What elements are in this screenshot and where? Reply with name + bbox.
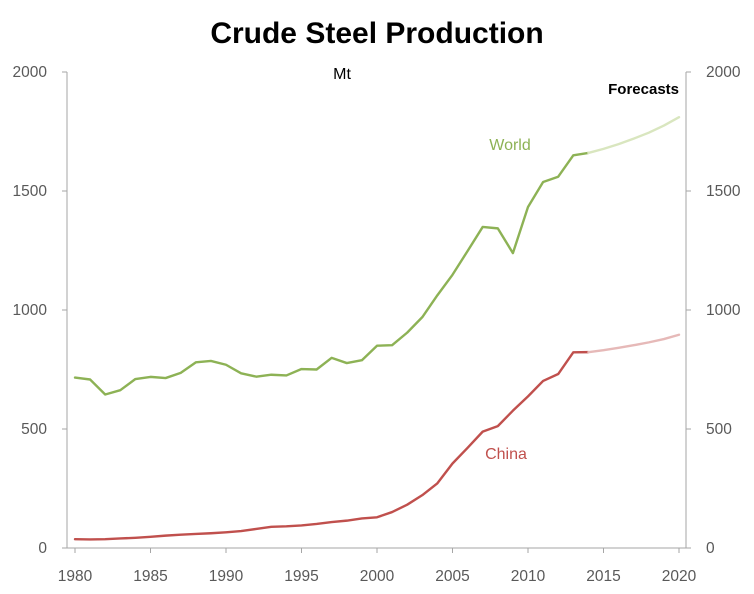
forecast-line-china <box>587 333 681 354</box>
series-line-world <box>73 151 590 396</box>
x-tick-label: 1990 <box>209 568 244 585</box>
x-tick-label: 2020 <box>662 568 697 585</box>
forecast-line-world <box>587 116 681 155</box>
x-axis-ticks: 1980 1985 1990 1995 2000 2005 2010 2015 2020 <box>58 548 697 585</box>
y-tick-label-left: 1500 <box>13 183 48 200</box>
y-tick-label-right: 500 <box>706 421 732 438</box>
y-tick-label-right: 1500 <box>706 183 741 200</box>
y-axis-ticks: 0 500 1000 1500 2000 0 500 1000 1500 2000 <box>13 64 741 557</box>
chart-title: Crude Steel Production <box>210 17 543 50</box>
y-tick-label-right: 0 <box>706 540 715 557</box>
unit-label: Mt <box>333 66 351 83</box>
x-tick-label: 1985 <box>133 568 167 585</box>
y-tick-label-left: 500 <box>21 421 47 438</box>
x-tick-label: 2005 <box>435 568 469 585</box>
series-line-china <box>73 350 590 541</box>
y-tick-label-left: 2000 <box>13 64 48 81</box>
x-tick-label: 1980 <box>58 568 93 585</box>
series-group <box>73 116 681 541</box>
x-tick-label: 1995 <box>284 568 318 585</box>
x-tick-label: 2015 <box>586 568 620 585</box>
x-tick-label: 2000 <box>360 568 395 585</box>
y-tick-label-left: 0 <box>38 540 47 557</box>
x-tick-label: 2010 <box>511 568 546 585</box>
series-label-world: World <box>489 137 531 154</box>
y-tick-label-left: 1000 <box>13 302 48 319</box>
forecasts-label: Forecasts <box>608 81 679 98</box>
series-label-china: China <box>485 446 527 463</box>
y-tick-label-right: 2000 <box>706 64 741 81</box>
y-tick-label-right: 1000 <box>706 302 741 319</box>
